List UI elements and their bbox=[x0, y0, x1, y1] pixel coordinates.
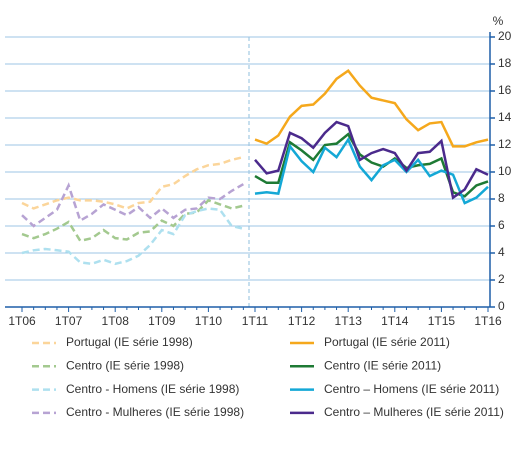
x-tick-label: 1T14 bbox=[381, 314, 409, 328]
y-tick-label: 12 bbox=[498, 137, 512, 151]
x-tick-label: 1T12 bbox=[288, 314, 316, 328]
series-line bbox=[21, 182, 244, 228]
series-line bbox=[254, 69, 489, 148]
x-tick-label: 1T09 bbox=[148, 314, 176, 328]
y-tick-label: 4 bbox=[498, 245, 505, 259]
x-tick-label: 1T11 bbox=[242, 314, 269, 328]
x-tick-label: 1T10 bbox=[195, 314, 223, 328]
legend-label: Portugal (IE série 2011) bbox=[324, 335, 450, 349]
x-tick-label: 1T13 bbox=[335, 314, 363, 328]
legend-label: Portugal (IE série 1998) bbox=[66, 335, 193, 349]
x-tick-label: 1T15 bbox=[428, 314, 456, 328]
series-line bbox=[21, 207, 244, 266]
legend-label: Centro – Mulheres (IE série 2011) bbox=[324, 405, 504, 419]
legend-label: Centro (IE série 2011) bbox=[324, 358, 441, 372]
legend-label: Centro – Homens (IE série 2011) bbox=[324, 382, 499, 396]
y-tick-label: 14 bbox=[498, 110, 512, 124]
series-line bbox=[21, 198, 244, 243]
x-tick-label: 1T07 bbox=[55, 314, 83, 328]
series-line bbox=[254, 120, 489, 200]
y-tick-label: 2 bbox=[498, 272, 505, 286]
x-tick-label: 1T08 bbox=[102, 314, 130, 328]
legend-label: Centro - Homens (IE série 1998) bbox=[66, 382, 239, 396]
y-tick-label: 18 bbox=[498, 56, 512, 70]
legend-label: Centro - Mulheres (IE série 1998) bbox=[66, 405, 244, 419]
series-line bbox=[21, 155, 244, 210]
y-tick-label: 16 bbox=[498, 83, 512, 97]
y-tick-label: 8 bbox=[498, 191, 505, 205]
x-tick-label: 1T06 bbox=[8, 314, 36, 328]
y-unit: % bbox=[493, 14, 504, 28]
y-tick-label: 0 bbox=[498, 299, 505, 313]
y-tick-label: 10 bbox=[498, 164, 512, 178]
x-tick-label: 1T16 bbox=[474, 314, 502, 328]
y-tick-label: 6 bbox=[498, 218, 505, 232]
legend-label: Centro (IE série 1998) bbox=[66, 358, 184, 372]
y-tick-label: 20 bbox=[498, 29, 512, 43]
